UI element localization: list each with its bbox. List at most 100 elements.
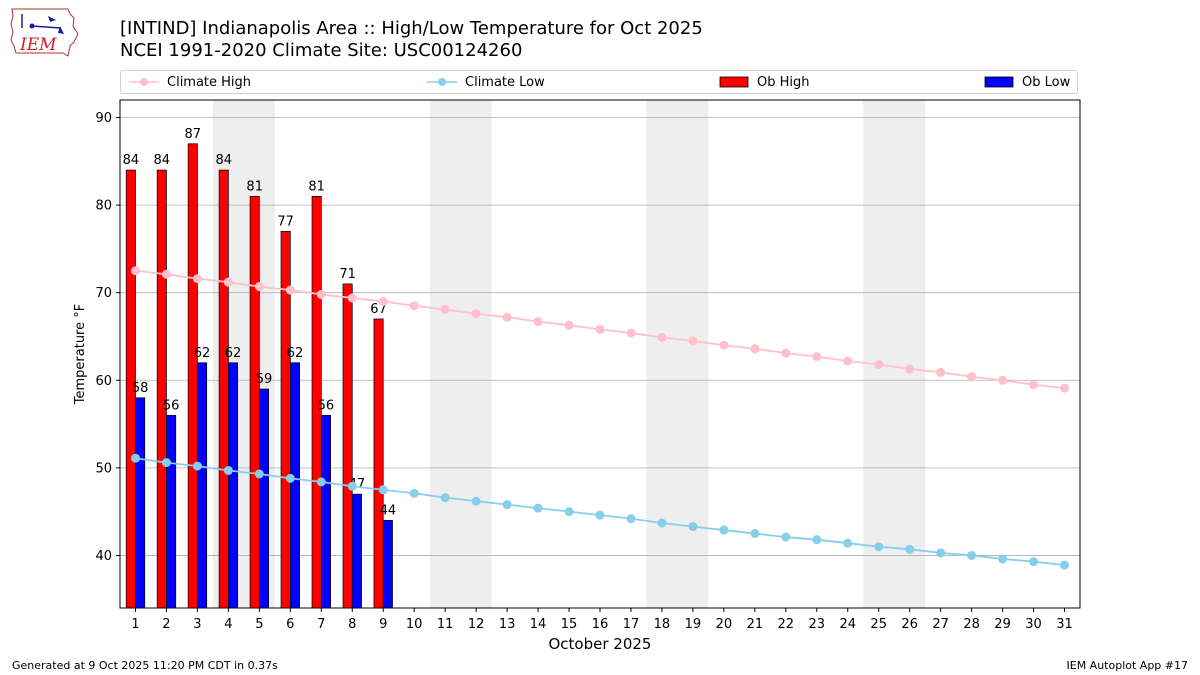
ob-low-label: 62	[225, 346, 242, 361]
x-tick-label: 1	[131, 617, 139, 632]
y-tick-label: 70	[95, 286, 112, 301]
climate-low-point	[440, 493, 450, 503]
climate-high-point	[626, 328, 636, 338]
climate-high-point	[254, 282, 264, 292]
x-tick-label: 13	[499, 617, 516, 632]
climate-high-point	[130, 266, 140, 276]
ob-high-label: 84	[123, 153, 140, 168]
x-tick-label: 15	[561, 617, 578, 632]
climate-high-point	[347, 293, 357, 303]
ob-low-bar	[135, 397, 146, 609]
x-tick-label: 3	[193, 617, 201, 632]
legend-item-ob-high: Ob High	[719, 71, 810, 93]
climate-high-point	[409, 301, 419, 311]
ob-low-bar	[320, 414, 331, 609]
x-tick-label: 9	[379, 617, 387, 632]
legend-label: Ob Low	[1022, 74, 1071, 90]
x-tick-label: 8	[348, 617, 356, 632]
x-tick-label: 28	[963, 617, 980, 632]
ob-high-bar	[156, 169, 167, 609]
climate-high-point	[285, 285, 295, 295]
ob-low-bar	[351, 493, 362, 609]
climate-high-point	[533, 317, 543, 327]
ob-high-bar	[373, 318, 384, 609]
ob-high-label: 81	[246, 179, 263, 194]
x-tick-label: 30	[1025, 617, 1042, 632]
climate-low-point	[781, 532, 791, 542]
climate-high-point	[874, 360, 884, 370]
x-tick-label: 2	[162, 617, 170, 632]
legend-marker-climate-low	[427, 78, 457, 86]
ob-high-label: 84	[154, 153, 171, 168]
y-axis-label: Temperature °F	[73, 304, 88, 405]
legend-item-ob-low: Ob Low	[984, 71, 1070, 93]
legend-label: Climate High	[167, 74, 252, 90]
ob-high-bar	[187, 143, 198, 609]
climate-high-point	[316, 289, 326, 299]
x-tick-label: 14	[530, 617, 547, 632]
x-tick-label: 22	[778, 617, 795, 632]
x-tick-label: 29	[994, 617, 1011, 632]
climate-low-point	[657, 518, 667, 528]
x-tick-label: 23	[809, 617, 826, 632]
climate-high-point	[843, 356, 853, 366]
climate-low-point	[595, 510, 605, 520]
climate-low-point	[812, 535, 822, 545]
x-tick-label: 11	[437, 617, 454, 632]
climate-high-point	[161, 269, 171, 279]
climate-high-point	[936, 367, 946, 377]
ob-low-label: 59	[256, 372, 273, 387]
climate-high-point	[688, 336, 698, 346]
iem-logo: IEM	[8, 6, 80, 58]
ob-low-bar	[289, 362, 300, 609]
climate-low-point	[192, 461, 202, 471]
climate-low-point	[533, 503, 543, 513]
ob-high-bar	[342, 283, 353, 609]
ob-high-bar	[249, 195, 260, 609]
climate-low-point	[936, 548, 946, 558]
climate-low-point	[161, 458, 171, 468]
climate-low-point	[254, 469, 264, 479]
climate-low-point	[626, 514, 636, 524]
y-tick-label: 80	[95, 199, 112, 214]
climate-high-point	[502, 312, 512, 322]
climate-high-point	[564, 320, 574, 330]
climate-high-point	[1060, 383, 1070, 393]
climate-high-point	[378, 296, 388, 306]
chart-legend: Climate High Climate Low Ob High Ob Low	[120, 70, 1078, 94]
x-tick-label: 25	[870, 617, 887, 632]
ob-low-label: 62	[287, 346, 304, 361]
legend-item-climate-high: Climate High	[129, 71, 251, 93]
x-tick-label: 10	[406, 617, 423, 632]
climate-high-point	[657, 332, 667, 342]
y-tick-label: 40	[95, 549, 112, 564]
x-tick-label: 18	[654, 617, 671, 632]
x-tick-label: 5	[255, 617, 263, 632]
x-tick-label: 26	[901, 617, 918, 632]
ob-high-label: 81	[308, 179, 325, 194]
climate-high-point	[905, 364, 915, 374]
y-tick-label: 50	[95, 461, 112, 476]
chart-title: [INTIND] Indianapolis Area :: High/Low T…	[120, 18, 703, 39]
ob-low-bar	[228, 362, 239, 609]
ob-high-label: 77	[277, 214, 294, 229]
x-tick-label: 21	[747, 617, 764, 632]
climate-low-point	[502, 500, 512, 510]
weekend-shade	[646, 100, 709, 608]
ob-low-label: 56	[163, 398, 180, 413]
climate-high-point	[440, 304, 450, 314]
climate-low-point	[564, 507, 574, 517]
ob-high-label: 87	[185, 127, 202, 142]
ob-low-label: 58	[132, 381, 149, 396]
legend-marker-climate-high	[129, 78, 159, 86]
x-axis-label: October 2025	[549, 635, 652, 653]
climate-low-point	[285, 473, 295, 483]
legend-label: Ob High	[757, 74, 810, 90]
ob-low-bar	[166, 414, 177, 609]
ob-low-bar	[197, 362, 208, 609]
climate-high-point	[595, 324, 605, 334]
climate-high-point	[781, 348, 791, 358]
ob-low-bar	[382, 520, 393, 609]
app-credit: IEM Autoplot App #17	[1066, 659, 1189, 672]
legend-item-climate-low: Climate Low	[427, 71, 545, 93]
